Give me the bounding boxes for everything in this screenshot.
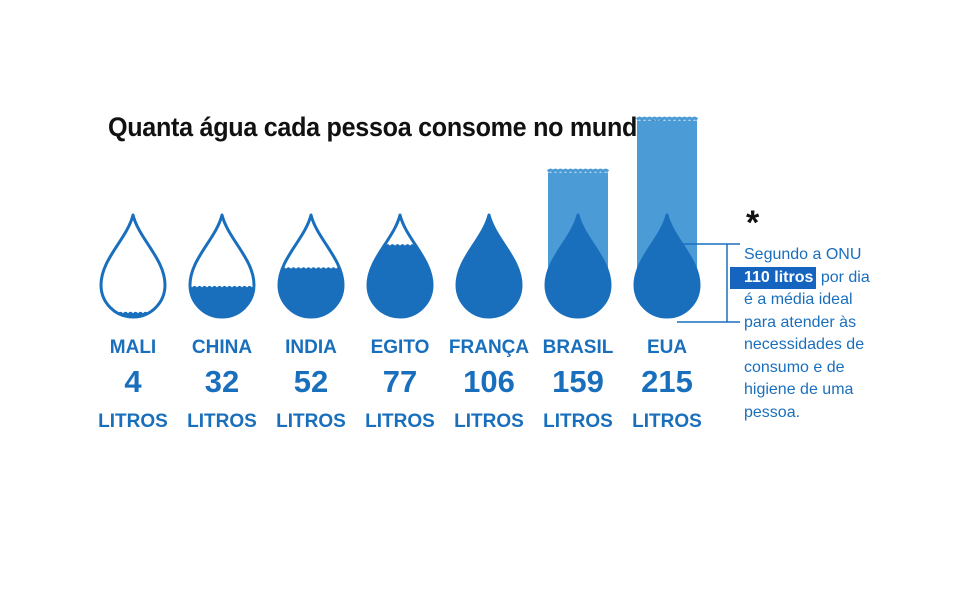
value-label: 77 [383,364,417,399]
footnote-text: Segundo a ONU 110 litros por dia é a méd… [730,244,924,424]
note-line-5: necessidades de [744,336,865,353]
chart-title: Quanta água cada pessoa consome no mundo… [108,112,662,142]
water-fill [368,244,432,317]
drop-group-brasil: BRASIL 159 LITROS [543,168,614,432]
drop-outline [633,213,701,319]
footnote-asterisk: * [746,204,760,242]
unit-label: LITROS [543,411,613,432]
value-label: 215 [641,364,693,399]
unit-label: LITROS [365,411,435,432]
reference-bracket [677,243,740,323]
unit-label: LITROS [454,411,524,432]
note-line-6: consumo e de [744,358,845,376]
water-fill [279,267,343,317]
drop-outline [277,213,345,319]
drop-outline [544,213,612,319]
value-label: 4 [124,364,142,399]
drop-outline [188,213,256,319]
unit-label: LITROS [98,411,168,432]
water-fill [546,215,610,317]
value-label: 52 [294,364,328,399]
note-line-3: é a média ideal [744,291,853,308]
country-label: EUA [647,337,687,358]
value-label: 106 [463,364,515,399]
note-highlight: 110 litros [730,266,817,289]
note-line-4: para atender às [744,313,857,331]
country-label: EGITO [371,337,430,358]
drop-group-eua: EUA 215 LITROS [632,116,702,432]
country-label: FRANÇA [449,337,529,358]
drop-group-india: INDIA 52 LITROS [276,213,346,432]
drop-group-egito: EGITO 77 LITROS [365,213,435,432]
note-line-7: higiene de uma [744,381,854,398]
water-fill [635,215,699,317]
country-label: BRASIL [543,337,614,358]
note-line-1: Segundo a ONU [744,246,862,263]
drop-outline [99,213,167,319]
value-label: 32 [205,364,239,399]
drop-group-china: CHINA 32 LITROS [187,213,257,432]
drop-outline [455,213,523,319]
country-label: CHINA [192,337,252,358]
note-line-8: pessoa. [744,403,801,421]
drops-layer: MALI4LITROSCHINA32LITROSINDIA52LITROSEGI… [98,116,702,432]
country-label: INDIA [285,337,337,358]
drop-outline [366,213,434,319]
drop-group-mali: MALI 4 LITROS [98,213,168,432]
unit-label: LITROS [276,411,346,432]
unit-label: LITROS [187,411,257,432]
drop-group-frança: FRANÇA 106 LITROS [449,213,529,432]
overflow-wave [635,116,699,122]
overflow-wave [546,168,610,174]
value-label: 159 [552,364,604,399]
note-line-2-rest: por dia [816,268,870,286]
country-label: MALI [110,337,156,358]
unit-label: LITROS [632,411,702,432]
note-line-2: 110 litros por dia [730,266,924,289]
